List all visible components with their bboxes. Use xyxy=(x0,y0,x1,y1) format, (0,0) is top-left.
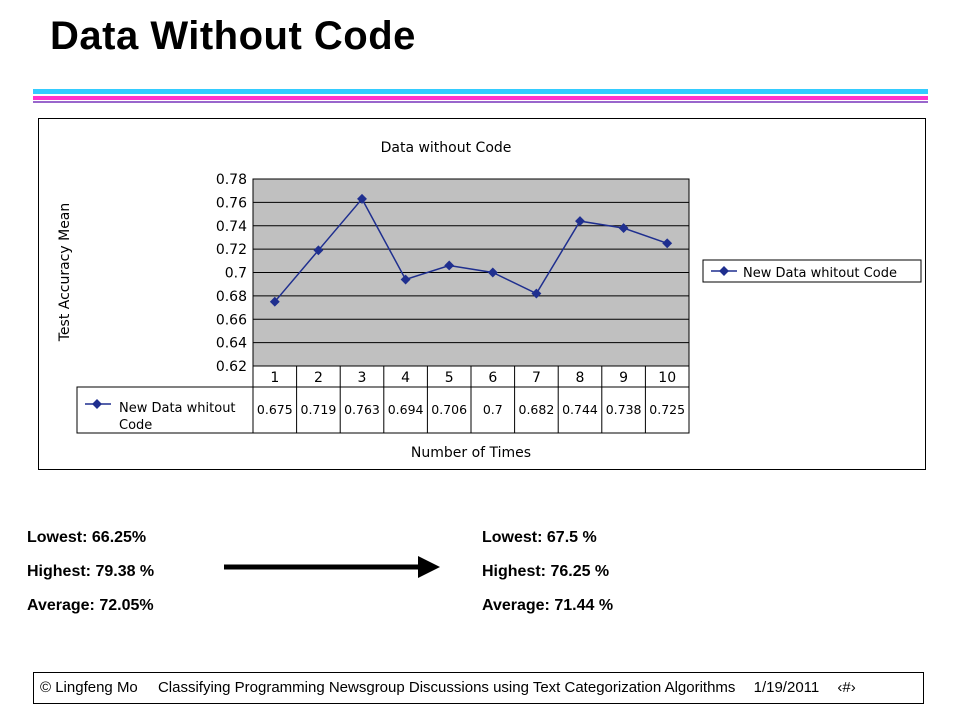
table-value-label: 0.682 xyxy=(519,402,555,417)
slide-title: Data Without Code xyxy=(50,14,416,58)
chart-title: Data without Code xyxy=(381,140,512,156)
table-row-label: New Data whitout Code xyxy=(119,401,236,433)
x-category-label: 5 xyxy=(445,370,454,386)
stats-left-highest: Highest: 79.38 % xyxy=(27,563,155,580)
footer-slide-number: ‹#› xyxy=(837,679,856,696)
table-value-label: 0.763 xyxy=(344,402,380,417)
table-value-label: 0.694 xyxy=(388,402,424,417)
data-point xyxy=(400,274,411,285)
stats-right-average: Average: 71.44 % xyxy=(482,597,614,614)
right-arrow-icon xyxy=(224,556,440,578)
legend-box xyxy=(702,259,922,283)
x-category-label: 6 xyxy=(488,370,497,386)
stats-left: Lowest: 66.25% Highest: 79.38 % Average:… xyxy=(27,521,154,623)
data-point xyxy=(313,245,324,256)
title-rule-blue xyxy=(33,89,928,94)
data-point xyxy=(269,296,280,307)
table-data-row xyxy=(76,386,690,434)
x-axis-title: Number of Times xyxy=(411,445,531,461)
x-category-label: 7 xyxy=(532,370,541,386)
table-value-label: 0.725 xyxy=(649,402,685,417)
title-rule-magenta xyxy=(33,96,928,100)
stats-right: Lowest: 67.5 % Highest: 76.25 % Average:… xyxy=(482,521,613,623)
data-point xyxy=(618,223,629,234)
series-line xyxy=(274,197,668,303)
y-tick-label: 0.72 xyxy=(216,242,247,258)
footer-title: Classifying Programming Newsgroup Discus… xyxy=(157,679,736,696)
x-category-label: 4 xyxy=(401,370,410,386)
footer-author: © Lingfeng Mo xyxy=(40,679,138,696)
data-point xyxy=(662,238,673,249)
x-category-label: 9 xyxy=(619,370,628,386)
y-tick-label: 0.78 xyxy=(216,172,247,188)
y-tick-label: 0.64 xyxy=(216,336,247,352)
stats-right-highest: Highest: 76.25 % xyxy=(482,563,610,580)
footer: © Lingfeng Mo Classifying Programming Ne… xyxy=(33,672,924,704)
x-category-label: 10 xyxy=(658,370,676,386)
stats-right-lowest: Lowest: 67.5 % xyxy=(482,529,597,546)
data-point xyxy=(444,260,455,271)
data-point xyxy=(575,216,585,227)
y-tick-label: 0.76 xyxy=(216,195,247,211)
legend-label: New Data whitout Code xyxy=(743,266,897,281)
footer-date: 1/19/2011 xyxy=(753,679,820,696)
x-category-label: 3 xyxy=(358,370,367,386)
y-axis-title: Test Accuracy Mean xyxy=(57,203,73,343)
legend-marker xyxy=(719,266,729,276)
y-tick-label: 0.68 xyxy=(216,289,247,305)
table-value-label: 0.719 xyxy=(301,402,337,417)
x-category-label: 8 xyxy=(576,370,585,386)
stats-left-average: Average: 72.05% xyxy=(27,597,154,614)
chart-frame: 0.78 0.76 0.74 0.72 0.7 0.68 0.66 0.64 0.62 1 0.67… xyxy=(38,118,926,470)
y-tick-label: 0.62 xyxy=(216,359,247,375)
line-chart: 0.780.760.740.720.70.680.660.640.6210.67… xyxy=(57,140,922,461)
table-value-label: 0.7 xyxy=(483,402,503,417)
x-category-label: 2 xyxy=(314,370,323,386)
stats-left-lowest: Lowest: 66.25% xyxy=(27,529,147,546)
table-value-label: 0.706 xyxy=(431,402,467,417)
x-category-label: 1 xyxy=(270,370,279,386)
table-value-label: 0.744 xyxy=(562,402,598,417)
y-tick-label: 0.66 xyxy=(216,312,247,328)
y-tick-label: 0.7 xyxy=(225,266,247,282)
title-rule-purple xyxy=(33,101,928,103)
table-value-label: 0.738 xyxy=(606,402,642,417)
y-tick-label: 0.74 xyxy=(216,219,247,235)
table-value-label: 0.675 xyxy=(257,402,293,417)
